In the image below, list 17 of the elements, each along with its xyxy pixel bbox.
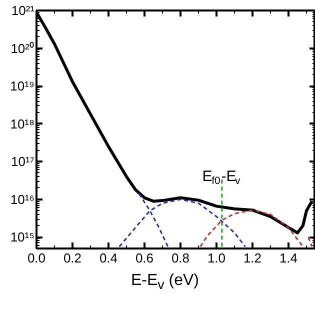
y-tick-label: 10¹⁵ (10, 230, 35, 245)
x-tick-label: 1.0 (207, 250, 226, 266)
y-tick-label: 10¹⁸ (10, 116, 35, 132)
x-tick-label: 0.4 (99, 250, 118, 266)
x-tick-label: 0.0 (27, 250, 46, 266)
line-series (200, 209, 304, 248)
x-axis-title: E-E$_{v}$ (eV) (130, 271, 200, 294)
x-tick-label: 0.6 (135, 250, 154, 266)
y-tick-label: 10¹⁷ (11, 154, 35, 170)
y-tick-label: 10²¹ (11, 3, 36, 18)
x-tick-label: 1.2 (243, 250, 262, 266)
y-tick-label: 10¹⁹ (10, 78, 35, 94)
y-tick-label: 10¹⁶ (10, 192, 34, 207)
x-tick-label: 0.8 (171, 250, 190, 266)
x-tick-label: 0.2 (63, 250, 82, 266)
y-tick-label: 10²⁰ (10, 40, 35, 56)
x-tick-label: 1.4 (279, 250, 298, 266)
